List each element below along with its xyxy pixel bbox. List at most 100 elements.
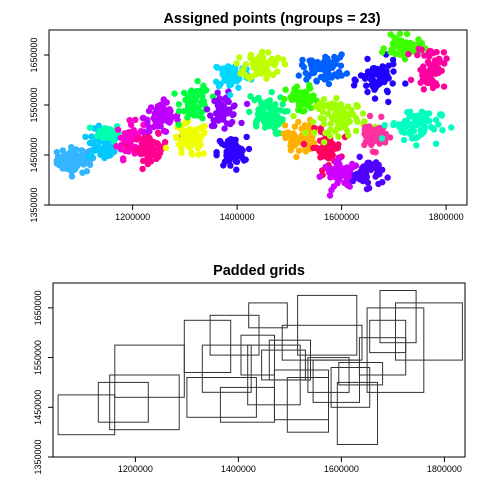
point [420,112,427,119]
point [352,162,360,169]
point [363,82,370,89]
point [227,120,234,128]
point [125,129,132,136]
point [344,169,351,176]
point [403,30,411,38]
point [243,100,251,108]
point [259,48,266,56]
x-tick-label: 1600000 [324,212,359,222]
point [144,119,151,126]
point [339,112,347,119]
point [210,117,217,124]
point [199,92,206,100]
point [299,56,306,64]
point [171,90,178,97]
point [407,76,415,84]
point [435,121,442,128]
point [348,106,355,114]
grid-box [109,374,180,431]
point [366,123,373,130]
point [401,56,409,63]
point [295,72,302,79]
point [258,70,265,77]
point [303,76,310,83]
grid-box [358,337,407,376]
point [224,143,231,150]
point [361,118,368,125]
point [227,162,234,169]
point [247,93,254,100]
point [373,70,381,77]
point [361,75,369,82]
point [364,88,371,96]
point [440,83,448,90]
point [274,54,282,61]
point [364,55,371,63]
point [353,170,361,178]
point-group [86,123,122,145]
point [292,85,299,93]
point [389,80,396,87]
point [132,116,139,124]
point [180,108,187,115]
point [122,147,129,155]
y-tick-label: 1350000 [29,187,39,222]
point [371,95,379,102]
point [328,114,336,122]
y-tick-label: 1650000 [29,37,39,72]
point [232,158,239,165]
y-tick-label: 1550000 [29,87,39,122]
point [406,130,414,137]
point [194,77,201,85]
grid-box [57,394,116,436]
point [317,154,324,161]
grid-box [97,381,149,423]
point [213,97,221,104]
point [220,65,227,72]
point [230,77,238,85]
point [166,119,173,126]
point [370,64,378,72]
point [336,175,343,183]
point [381,122,388,129]
point [310,69,318,77]
point [339,165,346,173]
point [81,158,89,165]
point [333,162,340,169]
point [436,111,444,118]
point [236,54,243,61]
point [441,60,448,67]
point [250,64,258,72]
point [263,75,270,82]
point [268,71,276,78]
point [320,139,328,146]
point [63,151,71,159]
point [443,55,450,62]
point-group [349,153,391,193]
point-group [281,81,324,115]
point [279,101,286,108]
point [191,132,198,140]
point [333,95,340,102]
point [214,64,221,71]
point [284,108,291,115]
point [295,147,303,154]
point [242,61,250,68]
point [94,132,101,140]
point [195,139,202,147]
grid-box [240,334,275,376]
point [245,145,253,153]
point [246,75,254,82]
point [161,113,168,120]
point [259,64,266,71]
point [187,97,195,105]
point [229,147,236,154]
point [233,166,240,173]
point [406,120,413,127]
point [162,144,170,152]
point [359,177,367,185]
point [226,91,234,99]
point [415,45,422,52]
point [345,113,352,120]
point [199,115,206,122]
